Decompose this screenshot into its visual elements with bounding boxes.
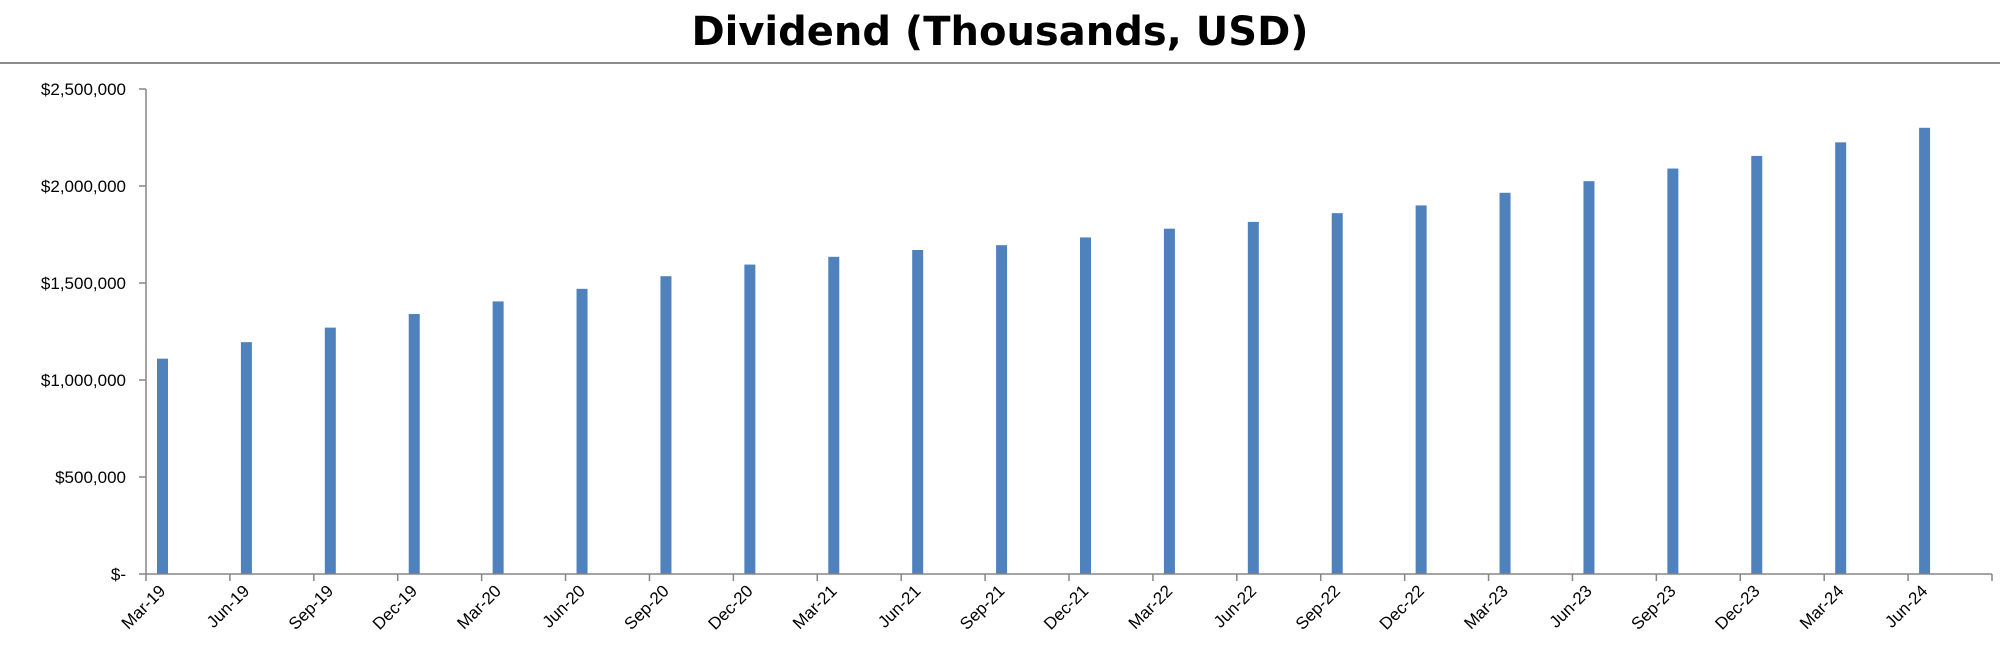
x-tick-label: Dec-21: [1040, 581, 1092, 633]
bar: [240, 342, 252, 574]
x-tick-label: Mar-19: [118, 581, 170, 633]
bar: [912, 250, 924, 574]
x-tick-label: Jun-20: [539, 581, 589, 631]
bar: [324, 327, 336, 574]
bar: [1835, 142, 1847, 574]
y-tick-label: $1,000,000: [41, 371, 126, 390]
bar: [1919, 127, 1931, 575]
x-tick-label: Jun-24: [1881, 581, 1931, 631]
x-tick-label: Jun-23: [1546, 581, 1596, 631]
bar: [1247, 221, 1259, 574]
bar: [1415, 205, 1427, 574]
x-tick-label: Jun-21: [874, 581, 924, 631]
x-tick-label: Jun-22: [1210, 581, 1260, 631]
x-tick-label: Sep-22: [1292, 581, 1344, 633]
x-tick-label: Sep-21: [956, 581, 1008, 633]
chart-title: Dividend (Thousands, USD): [691, 9, 1309, 55]
x-tick-label: Dec-20: [704, 581, 756, 633]
x-tick-label: Sep-20: [621, 581, 673, 633]
bar: [1667, 168, 1679, 575]
x-tick-label: Mar-24: [1796, 581, 1848, 633]
bar: [1499, 192, 1511, 575]
x-tick-label: Mar-21: [789, 581, 841, 633]
bar: [1163, 228, 1175, 574]
bar: [408, 314, 420, 574]
y-tick-label: $2,500,000: [41, 80, 126, 99]
bar: [660, 276, 672, 574]
bar: [1751, 155, 1763, 574]
bar: [996, 245, 1008, 575]
bar: [1080, 237, 1091, 574]
x-tick-label: Sep-23: [1627, 581, 1679, 633]
bar: [576, 288, 588, 574]
x-tick-label: Jun-19: [203, 581, 253, 631]
x-tick-label: Mar-22: [1125, 581, 1177, 633]
bar: [828, 256, 840, 574]
y-tick-label: $1,500,000: [41, 274, 126, 293]
y-axis: $- $500,000 $1,000,000 $1,500,000 $2,000,000…: [41, 80, 147, 584]
y-tick-label: $500,000: [55, 468, 126, 487]
bars: [157, 127, 1931, 575]
x-tick-label: Dec-19: [369, 581, 421, 633]
y-tick-label: $-: [111, 565, 126, 584]
x-tick-label: Dec-23: [1711, 581, 1763, 633]
x-tick-label: Mar-20: [453, 581, 505, 633]
y-tick-label: $2,000,000: [41, 177, 126, 196]
x-tick-label: Mar-23: [1460, 581, 1512, 633]
bar: [1583, 181, 1595, 574]
title-divider: [0, 62, 2000, 64]
bar: [744, 264, 756, 574]
bar: [492, 301, 504, 574]
bar: [157, 358, 168, 574]
x-tick-label: Sep-19: [285, 581, 337, 633]
bar: [1331, 213, 1343, 574]
x-tick-label: Dec-22: [1376, 581, 1428, 633]
x-axis: Mar-19 Jun-19 Sep-19 Dec-19 Mar-20 Jun-20 Sep-…: [118, 573, 1993, 634]
